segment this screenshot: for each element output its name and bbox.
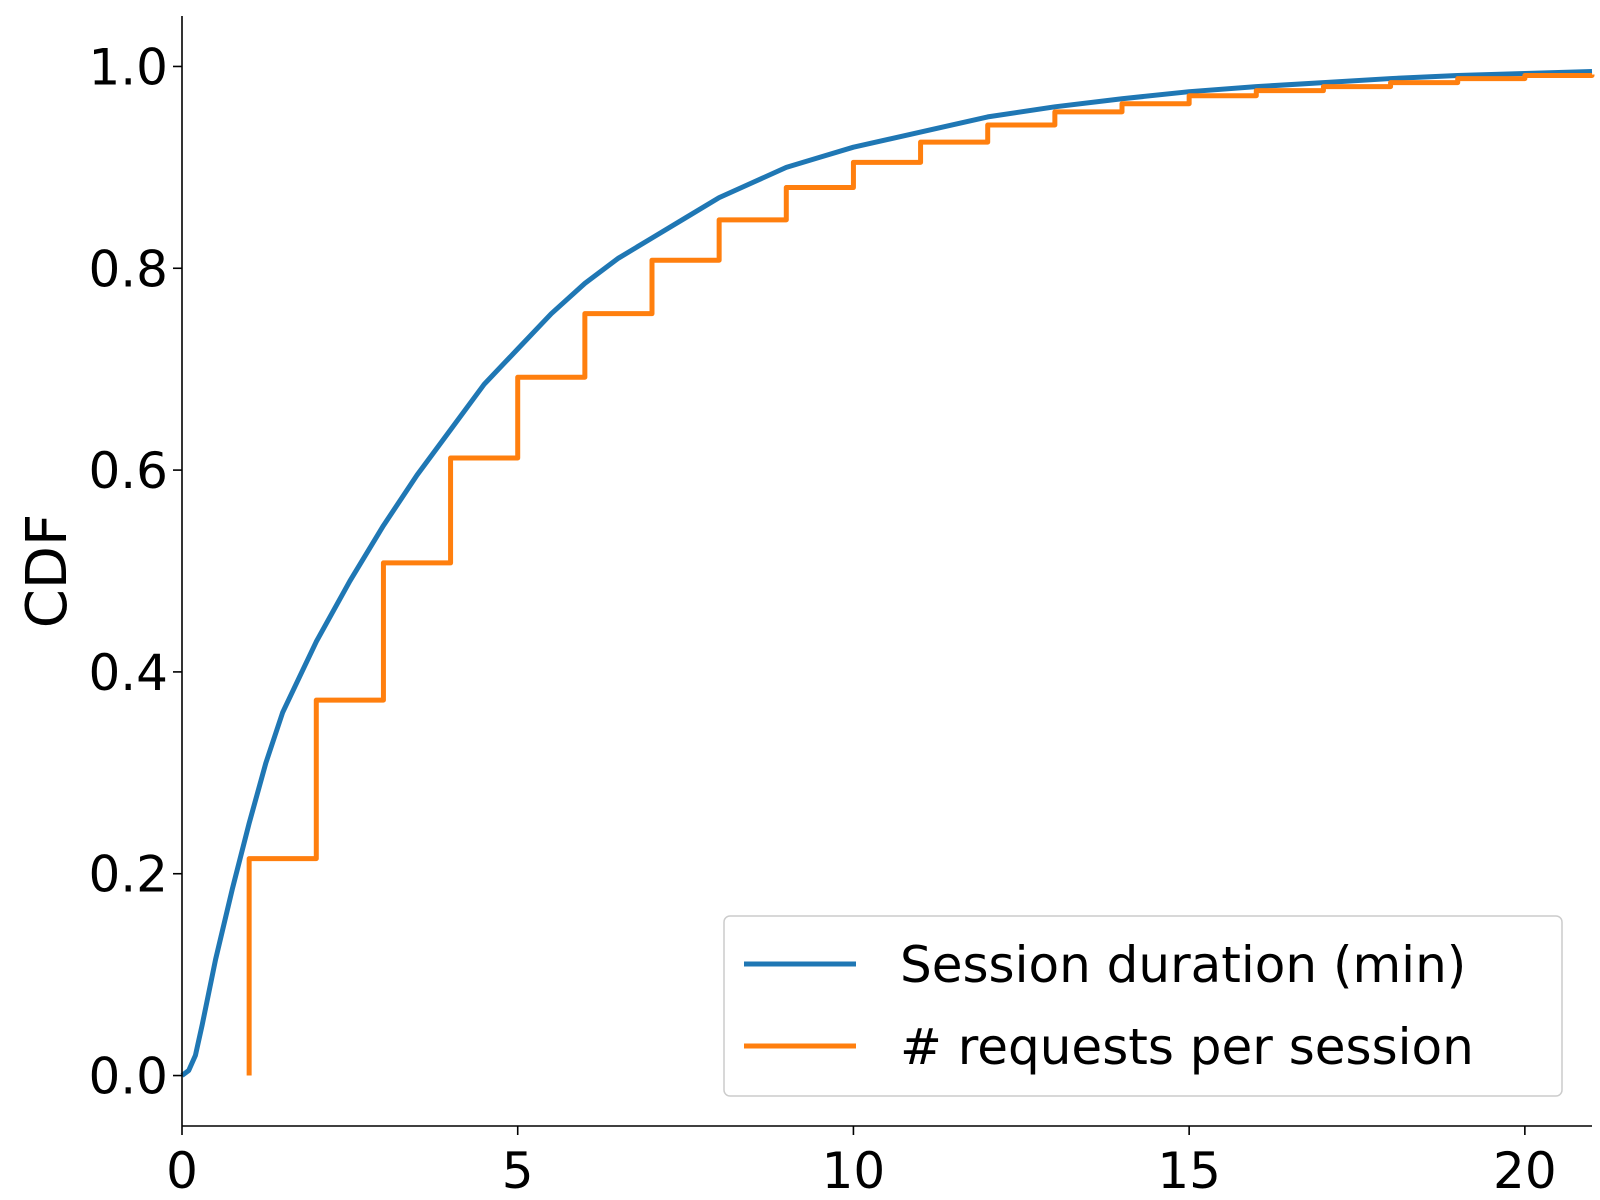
y-tick-label: 0.4 bbox=[88, 644, 168, 702]
x-tick-label: 0 bbox=[166, 1142, 198, 1200]
legend-label-1: Session duration (min) bbox=[900, 936, 1466, 994]
series-line-1 bbox=[180, 69, 1593, 1078]
legend: Session duration (min) # requests per ses… bbox=[723, 915, 1563, 1097]
y-tick-label: 1.0 bbox=[88, 38, 168, 96]
y-tick-label: 0.0 bbox=[88, 1048, 168, 1106]
x-tick-label: 10 bbox=[822, 1142, 886, 1200]
x-ticks: 0 5 10 15 20 bbox=[166, 1126, 1557, 1200]
x-tick-label: 5 bbox=[502, 1142, 534, 1200]
series-line-2 bbox=[246, 73, 1595, 1076]
x-tick-label: 15 bbox=[1157, 1142, 1221, 1200]
y-tick-label: 0.6 bbox=[88, 442, 168, 500]
y-axis-label: CDF bbox=[15, 514, 80, 628]
legend-box bbox=[723, 915, 1563, 1097]
y-tick-label: 0.8 bbox=[88, 240, 168, 298]
plot-lines bbox=[180, 69, 1595, 1078]
y-tick-label: 0.2 bbox=[88, 846, 168, 904]
y-ticks: 0.0 0.2 0.4 0.6 0.8 1.0 bbox=[88, 38, 182, 1106]
legend-label-2: # requests per session bbox=[900, 1018, 1474, 1076]
x-tick-label: 20 bbox=[1493, 1142, 1557, 1200]
axes bbox=[181, 16, 1592, 1127]
